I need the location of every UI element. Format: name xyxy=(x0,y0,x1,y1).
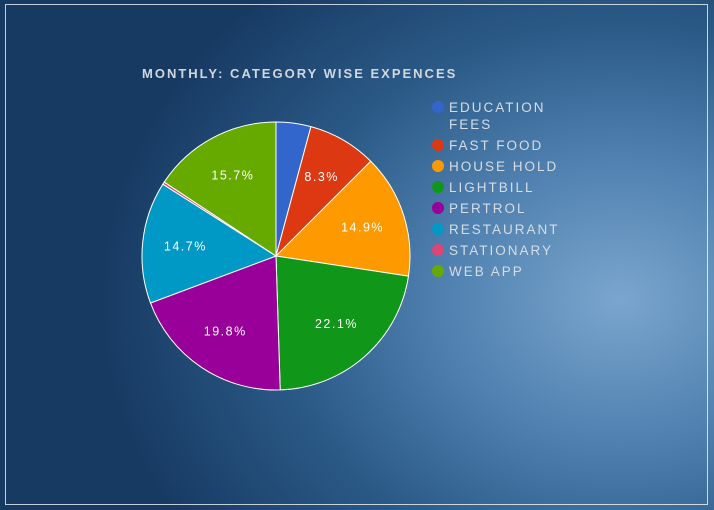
legend-item-fast-food[interactable]: FAST FOOD xyxy=(432,137,582,154)
legend-label: FAST FOOD xyxy=(449,138,544,153)
chart-legend: EDUCATION FEES FAST FOOD HOUSE HOLD LIGHTBI… xyxy=(432,99,582,284)
legend-swatch xyxy=(432,265,444,277)
legend-item-stationary[interactable]: STATIONARY xyxy=(432,242,582,259)
pie-slice-web-app[interactable] xyxy=(163,121,277,257)
legend-label: LIGHTBILL xyxy=(449,180,535,195)
legend-swatch xyxy=(432,160,444,172)
pie-slice-restaurant[interactable] xyxy=(141,183,278,304)
legend-label: PERTROL xyxy=(449,201,527,216)
legend-swatch xyxy=(432,223,444,235)
legend-swatch xyxy=(432,202,444,214)
slice-label-fast-food: 8.3% xyxy=(304,170,339,184)
slice-label-lightbill: 22.1% xyxy=(315,317,358,331)
legend-swatch xyxy=(432,181,444,193)
legend-item-restaurant[interactable]: RESTAURANT xyxy=(432,221,582,238)
legend-swatch xyxy=(432,139,444,151)
legend-item-house-hold[interactable]: HOUSE HOLD xyxy=(432,158,582,175)
legend-item-pertrol[interactable]: PERTROL xyxy=(432,200,582,217)
legend-swatch xyxy=(432,101,444,113)
slice-label-web-app: 15.7% xyxy=(211,169,254,183)
slice-label-restaurant: 14.7% xyxy=(164,240,207,254)
pie-slice-lightbill[interactable] xyxy=(275,255,410,391)
legend-swatch xyxy=(432,244,444,256)
pie-slice-pertrol[interactable] xyxy=(149,255,281,391)
legend-item-web-app[interactable]: WEB APP xyxy=(432,263,582,280)
legend-label: WEB APP xyxy=(449,264,524,279)
slice-label-house-hold: 14.9% xyxy=(341,221,384,235)
legend-label: HOUSE HOLD xyxy=(449,159,559,174)
chart-border xyxy=(5,4,708,505)
legend-label: RESTAURANT xyxy=(449,222,560,237)
pie-slice-house-hold[interactable] xyxy=(274,160,411,277)
legend-label: STATIONARY xyxy=(449,243,554,258)
legend-item-lightbill[interactable]: LIGHTBILL xyxy=(432,179,582,196)
chart-title: MONTHLY: CATEGORY WISE EXPENCES xyxy=(142,66,458,81)
legend-item-education-fees[interactable]: EDUCATION FEES xyxy=(432,99,582,133)
legend-label: EDUCATION FEES xyxy=(449,100,546,132)
slice-label-pertrol: 19.8% xyxy=(204,325,247,339)
